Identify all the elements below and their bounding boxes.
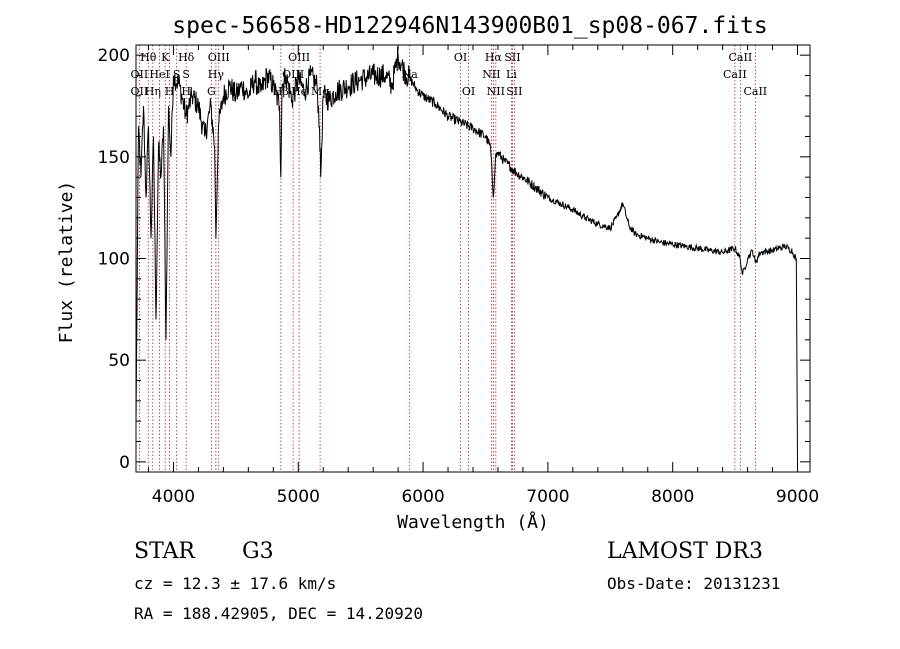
y-tick-label-100: 100	[98, 250, 130, 270]
line-marker-label-13: G	[207, 85, 216, 98]
line-marker-label-16: OIII	[288, 51, 310, 64]
y-axis-title: Flux (relative)	[56, 181, 77, 344]
line-marker-label-4: HeI	[149, 68, 169, 81]
line-marker-label-1: OII	[131, 68, 149, 81]
line-marker-label-3: Hη	[145, 85, 161, 98]
y-tick-label-150: 150	[98, 148, 130, 168]
line-marker-label-0: Hθ	[140, 51, 157, 64]
line-marker-label-9: S	[182, 68, 190, 81]
line-marker-label-12: OIII	[208, 51, 230, 64]
chart-title: spec-56658-HD122946N143900B01_sp08-067.f…	[172, 13, 767, 39]
x-tick-label-5000: 5000	[277, 487, 320, 507]
line-marker-label-7: S	[173, 68, 181, 81]
line-marker-label-25: SII	[504, 51, 520, 64]
line-marker-label-27: SII	[506, 85, 522, 98]
line-marker-label-10: H	[181, 85, 191, 98]
line-marker-label-2: OII	[131, 85, 149, 98]
observation-date: Obs-Date: 20131231	[607, 574, 781, 593]
line-marker-label-20: OI	[454, 51, 467, 64]
line-marker-label-6: H	[165, 85, 175, 98]
x-tick-label-4000: 4000	[152, 487, 195, 507]
object-class: STAR	[134, 539, 195, 564]
x-axis-title: Wavelength (Å)	[397, 511, 549, 533]
line-marker-label-22: Hα	[485, 51, 503, 64]
coordinates: RA = 188.42905, DEC = 14.20920	[134, 604, 423, 623]
spectrum-line	[135, 46, 798, 462]
y-tick-label-200: 200	[98, 46, 130, 66]
x-tick-label-7000: 7000	[526, 487, 569, 507]
line-marker-label-11: Hγ	[208, 68, 225, 81]
line-marker-label-8: Hδ	[178, 51, 195, 64]
x-tick-label-6000: 6000	[401, 487, 444, 507]
y-axis: 0 50 100 150 200	[98, 46, 810, 473]
redshift-value: cz = 12.3 ± 17.6 km/s	[134, 574, 337, 593]
line-marker-label-28: CaII	[723, 68, 747, 81]
line-marker-label-23: NII	[482, 68, 500, 81]
y-tick-label-50: 50	[108, 351, 130, 371]
line-marker-label-29: CaII	[729, 51, 753, 64]
line-marker-label-26: Li	[506, 68, 517, 81]
object-subclass: G3	[242, 539, 274, 564]
line-marker-label-30: CaII	[743, 85, 767, 98]
y-tick-label-0: 0	[119, 453, 130, 473]
survey-name: LAMOST DR3	[607, 539, 763, 564]
x-axis: 4000 5000 6000 7000 8000 9000	[147, 45, 819, 507]
line-marker-label-24: NII	[487, 85, 505, 98]
plot-frame	[135, 44, 811, 473]
x-tick-label-9000: 9000	[776, 487, 819, 507]
line-marker-label-21: OI	[462, 85, 475, 98]
line-markers	[138, 45, 756, 472]
x-tick-label-8000: 8000	[651, 487, 694, 507]
line-marker-label-5: K	[161, 51, 170, 64]
